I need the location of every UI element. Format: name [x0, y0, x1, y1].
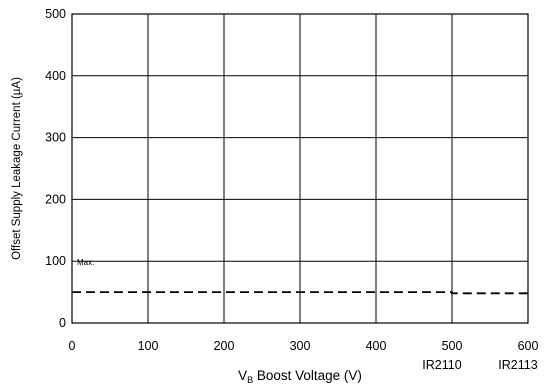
y-tick-label: 500 — [45, 7, 66, 21]
series-annotation-max: Max. — [77, 258, 94, 267]
grid — [71, 13, 529, 324]
y-tick-label: 200 — [45, 192, 66, 206]
x-axis-title: VB Boost Voltage (V) — [238, 368, 362, 385]
plot-frame — [71, 13, 529, 324]
x-tick-labels: 0 100 200 300 400 500 600 — [69, 339, 539, 353]
y-tick-label: 100 — [45, 254, 66, 268]
x-tick-label: 200 — [214, 339, 235, 353]
series-layer — [72, 291, 528, 295]
series-line — [72, 291, 528, 295]
x-tick-label: 600 — [518, 339, 539, 353]
x-tick-label: 0 — [69, 339, 76, 353]
part-labels: IR2110 IR2113 — [422, 358, 537, 372]
y-tick-label: 0 — [59, 316, 66, 330]
y-tick-labels: 0 100 200 300 400 500 — [45, 7, 66, 330]
x-axis-title-subscript: B — [247, 375, 253, 385]
x-tick-label: 400 — [366, 339, 387, 353]
x-axis-title-rest: Boost Voltage (V) — [253, 368, 362, 383]
x-tick-label: 100 — [138, 339, 159, 353]
part-label: IR2113 — [498, 358, 537, 372]
x-tick-label: 500 — [442, 339, 463, 353]
y-tick-label: 300 — [45, 131, 66, 145]
y-axis-title: Offset Supply Leakage Current (µA) — [11, 77, 23, 260]
y-tick-label: 400 — [45, 69, 66, 83]
x-tick-label: 300 — [290, 339, 311, 353]
x-axis-title-main: V — [238, 368, 247, 383]
part-label: IR2110 — [422, 358, 461, 372]
